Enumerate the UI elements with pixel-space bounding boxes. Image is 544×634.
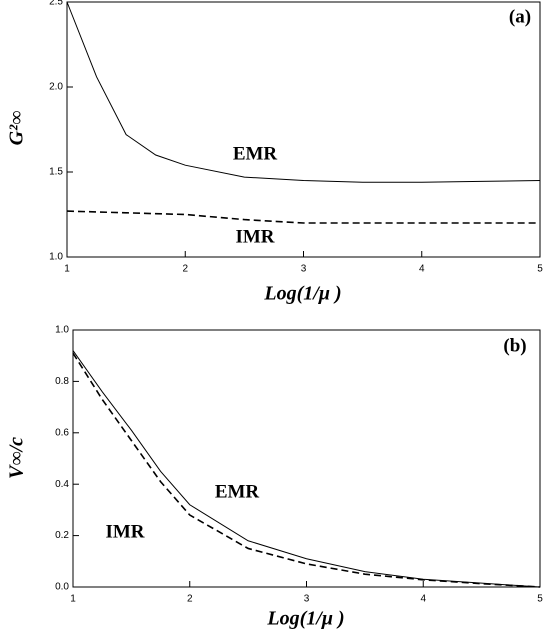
x-tick-label: 1 [64,264,70,275]
x-tick-label: 1 [70,594,76,605]
x-tick-label: 4 [420,594,426,605]
x-tick-label: 2 [187,594,193,605]
series-line [66,210,540,224]
annotation: IMR [105,521,144,542]
x-tick-label: 3 [301,264,307,275]
annotation: IMR [235,226,274,247]
plot-frame [66,1,541,258]
y-axis-label: G²∞ [6,111,28,146]
y-tick-label: 2.5 [49,0,63,8]
y-tick-label: 2.0 [49,82,63,93]
x-axis-label: Log(1/μ ) [263,283,341,305]
series-line [66,1,541,183]
annotation: (a) [509,6,531,27]
y-tick-label: 1.0 [49,252,63,263]
plot-frame [72,329,541,588]
x-tick-label: 4 [419,264,425,275]
y-tick-label: 1.0 [55,325,69,336]
x-tick-label: 2 [182,264,188,275]
series-line [72,352,541,588]
y-tick-label: 0.6 [55,427,69,438]
y-axis-label: V∞/c [6,437,28,479]
annotation: EMR [233,143,278,164]
annotation: EMR [215,481,260,502]
x-tick-label: 5 [537,264,543,275]
y-tick-label: 0.2 [55,530,69,541]
x-tick-label: 3 [304,594,310,605]
x-tick-label: 5 [537,594,543,605]
annotation: (b) [503,335,526,356]
y-tick-label: 0.0 [55,582,69,593]
x-axis-label: Log(1/μ ) [266,608,344,630]
y-tick-label: 0.4 [55,479,69,490]
y-tick-label: 0.8 [55,376,69,387]
y-tick-label: 1.5 [49,167,63,178]
series-line [72,350,541,588]
